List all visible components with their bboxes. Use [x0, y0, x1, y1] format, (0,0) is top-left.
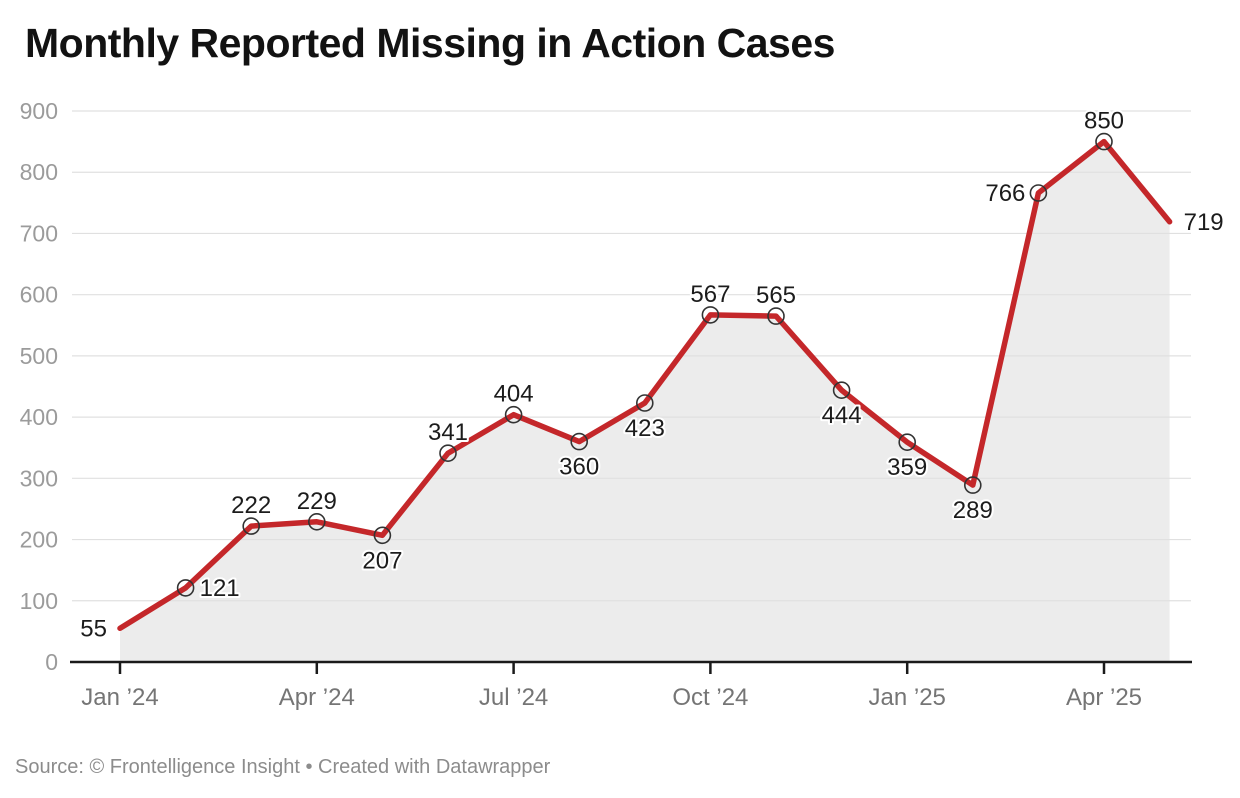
- svg-text:359: 359: [887, 454, 927, 481]
- svg-text:400: 400: [20, 404, 58, 430]
- svg-text:Jan ’25: Jan ’25: [869, 684, 946, 711]
- svg-text:800: 800: [20, 159, 58, 185]
- svg-text:719: 719: [1184, 209, 1224, 236]
- svg-text:200: 200: [20, 527, 58, 553]
- svg-text:423: 423: [625, 415, 665, 442]
- source-attribution: Source: © Frontelligence Insight • Creat…: [15, 756, 551, 778]
- y-axis-labels: 0 100 200 300 400 500 600 700 800 900: [20, 98, 58, 675]
- svg-text:Oct ’24: Oct ’24: [672, 684, 748, 711]
- value-labels: 55 121 222 229 207 341 404 360 423 567 565 444 359 28…: [78, 106, 1225, 645]
- svg-text:565: 565: [756, 282, 796, 309]
- svg-text:121: 121: [200, 575, 240, 602]
- x-axis: Jan ’24 Apr ’24 Jul ’24 Oct ’24 Jan ’25 Apr ’…: [70, 660, 1192, 711]
- svg-text:55: 55: [80, 615, 107, 642]
- svg-text:0: 0: [45, 649, 58, 675]
- svg-text:Jul ’24: Jul ’24: [479, 684, 548, 711]
- svg-text:600: 600: [20, 282, 58, 308]
- svg-text:Jan ’24: Jan ’24: [81, 684, 158, 711]
- svg-text:766: 766: [985, 180, 1025, 207]
- svg-text:700: 700: [20, 220, 58, 246]
- svg-text:289: 289: [953, 497, 993, 524]
- svg-text:341: 341: [428, 419, 468, 446]
- svg-text:229: 229: [297, 488, 337, 515]
- chart-title: Monthly Reported Missing in Action Cases: [25, 20, 835, 66]
- svg-text:Apr ’25: Apr ’25: [1066, 684, 1142, 711]
- svg-text:207: 207: [362, 547, 402, 574]
- svg-text:444: 444: [822, 402, 862, 429]
- area-fill: [120, 141, 1170, 663]
- svg-text:850: 850: [1084, 108, 1124, 135]
- svg-text:404: 404: [494, 381, 534, 408]
- data-point-markers: [176, 132, 1113, 597]
- svg-text:Apr ’24: Apr ’24: [279, 684, 355, 711]
- data-line: [117, 138, 1173, 632]
- svg-text:300: 300: [20, 465, 58, 491]
- y-gridlines: [72, 110, 1191, 602]
- svg-text:567: 567: [690, 281, 730, 308]
- svg-text:900: 900: [20, 98, 58, 124]
- svg-text:100: 100: [20, 588, 58, 614]
- svg-text:500: 500: [20, 343, 58, 369]
- svg-text:222: 222: [231, 492, 271, 519]
- svg-text:360: 360: [559, 454, 599, 481]
